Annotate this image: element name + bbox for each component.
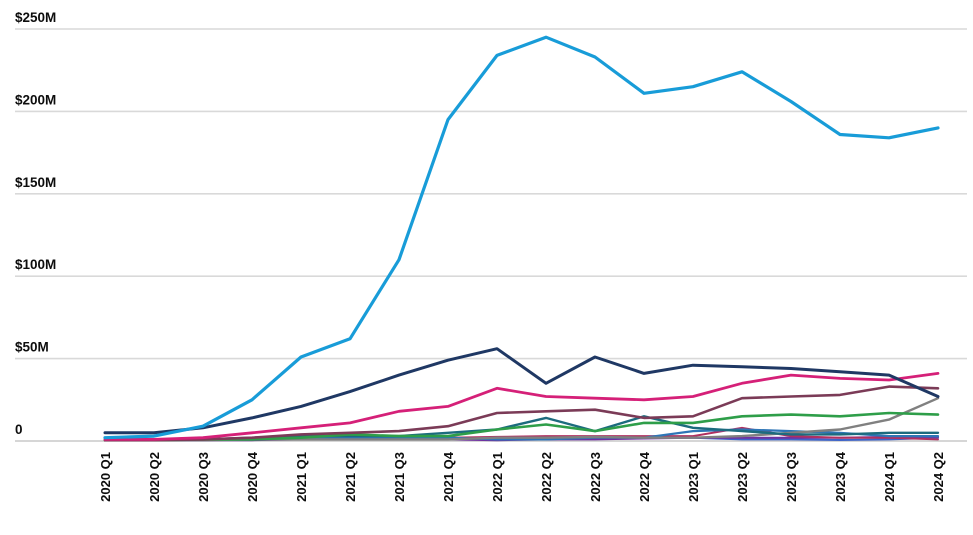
series-line-pink[interactable] — [103, 371, 940, 441]
x-axis-tick-label: 2024 Q1 — [882, 452, 897, 502]
x-axis-tick-label: 2020 Q3 — [196, 452, 211, 502]
x-axis-tick-label: 2022 Q1 — [490, 452, 505, 502]
x-axis-tick-label: 2021 Q4 — [441, 451, 456, 502]
y-axis-tick-label: $100M — [15, 257, 56, 272]
x-axis-tick-label: 2020 Q4 — [245, 451, 260, 502]
x-axis-tick-label: 2022 Q4 — [637, 451, 652, 502]
series-line-cyan[interactable] — [103, 35, 940, 440]
x-axis-tick-label: 2022 Q2 — [539, 452, 554, 502]
y-axis-tick-label: $50M — [15, 340, 49, 355]
x-axis-tick-label: 2020 Q1 — [98, 452, 113, 502]
series-line-green[interactable] — [103, 411, 940, 442]
x-axis-tick-label: 2021 Q2 — [343, 452, 358, 502]
x-axis-tick-label: 2021 Q3 — [392, 452, 407, 502]
x-axis-tick-label: 2020 Q2 — [147, 452, 162, 502]
x-axis-tick-label: 2024 Q2 — [931, 452, 946, 502]
series-line-navy[interactable] — [103, 347, 940, 435]
x-axis-tick-label: 2023 Q4 — [833, 451, 848, 502]
x-axis-tick-label: 2023 Q3 — [784, 452, 799, 502]
y-axis-tick-label: $250M — [15, 10, 56, 25]
y-axis-tick-label: $150M — [15, 175, 56, 190]
x-axis-tick-label: 2023 Q2 — [735, 452, 750, 502]
y-axis-tick-label: $200M — [15, 92, 56, 107]
series-line-maroon[interactable] — [103, 385, 940, 442]
x-axis-tick-label: 2022 Q3 — [588, 452, 603, 502]
x-axis-tick-label: 2023 Q1 — [686, 452, 701, 502]
x-axis-tick-label: 2021 Q1 — [294, 452, 309, 502]
y-axis-tick-label: 0 — [15, 422, 23, 437]
